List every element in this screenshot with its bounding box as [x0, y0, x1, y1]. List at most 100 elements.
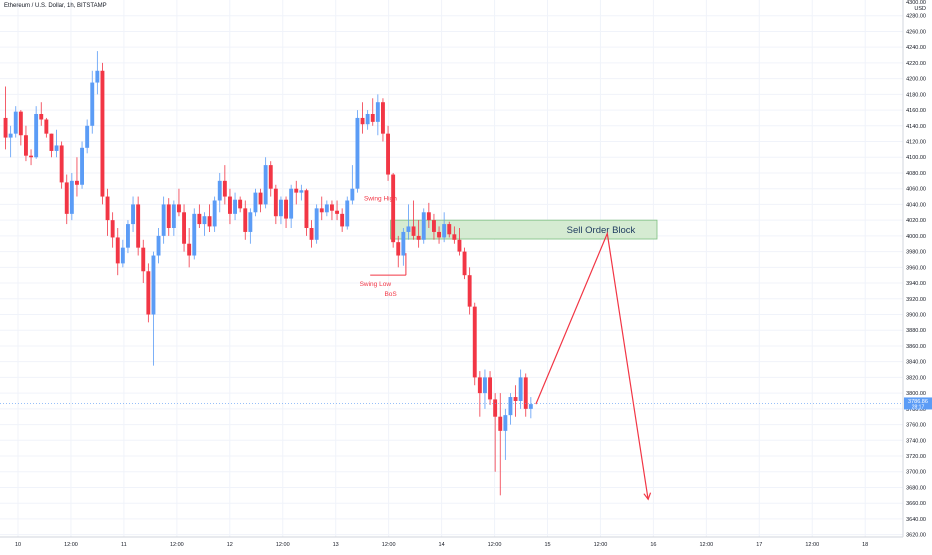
- candle-body: [49, 133, 54, 151]
- candle-body: [29, 155, 33, 158]
- price-tick-label: 3820.00: [906, 375, 926, 381]
- candle-body: [161, 204, 166, 236]
- time-tick-label: 12:00: [594, 542, 608, 548]
- candle-body: [309, 228, 314, 240]
- candle-body: [442, 224, 447, 238]
- candle-body: [64, 182, 69, 214]
- candle-body: [324, 204, 329, 213]
- currency-label: USD: [914, 6, 926, 12]
- price-tick-label: 4000.00: [906, 234, 926, 240]
- candle-body: [75, 180, 79, 185]
- last-price-value: 3786.86: [908, 399, 928, 405]
- price-tick-label: 4020.00: [906, 218, 926, 224]
- price-tick-label: 3700.00: [906, 470, 926, 476]
- candle-body: [100, 70, 105, 197]
- candle-body: [279, 199, 283, 217]
- time-tick-label: 12:00: [170, 542, 184, 548]
- candle-body: [222, 180, 227, 197]
- candle-body: [95, 70, 100, 83]
- candle-body: [44, 119, 49, 134]
- candle-body: [120, 247, 125, 264]
- candle-body: [457, 239, 462, 252]
- candle-body: [182, 212, 186, 244]
- price-tick-label: 4180.00: [906, 92, 926, 98]
- candle-body: [85, 125, 90, 148]
- annotation-layer: Swing High Swing Low BoS: [0, 195, 903, 501]
- candle-body: [69, 180, 74, 214]
- candle-body: [263, 165, 268, 205]
- candle-body: [141, 247, 146, 272]
- price-tick-label: 4160.00: [906, 108, 926, 114]
- candle-body: [34, 114, 39, 158]
- candle-body: [355, 117, 360, 189]
- candle-body: [513, 397, 518, 401]
- candle-body: [253, 192, 258, 213]
- candle-body: [273, 188, 278, 217]
- sell-order-block-zone: [390, 219, 658, 240]
- candle-body: [233, 199, 237, 214]
- last-price-tag: [904, 397, 932, 410]
- price-tick-label: 4280.00: [906, 14, 926, 20]
- time-tick-label: 17: [756, 542, 762, 548]
- price-tick-label: 3720.00: [906, 454, 926, 460]
- price-tick-label: 3900.00: [906, 312, 926, 318]
- price-tick-label: 4220.00: [906, 61, 926, 67]
- price-tick-label: 4040.00: [906, 202, 926, 208]
- price-tick-label: 4260.00: [906, 29, 926, 35]
- candle-body: [3, 117, 8, 138]
- price-tick-label: 3840.00: [906, 360, 926, 366]
- candle-body: [518, 377, 523, 401]
- price-tick-label: 3620.00: [906, 533, 926, 539]
- candle-body: [375, 102, 380, 122]
- candle-body: [177, 204, 181, 213]
- price-tick-label: 3800.00: [906, 391, 926, 397]
- price-tick-label: 3960.00: [906, 265, 926, 271]
- candle-body: [391, 174, 396, 243]
- price-axis-bg: [903, 0, 932, 550]
- price-tick-label: 3760.00: [906, 423, 926, 429]
- candle-body: [238, 199, 243, 209]
- candle-body: [304, 190, 309, 229]
- candle-body: [212, 200, 217, 227]
- candle-body: [477, 377, 482, 394]
- candle-body: [421, 212, 426, 240]
- grid-layer: [0, 0, 903, 537]
- price-tick-label: 3860.00: [906, 344, 926, 350]
- candle-body: [472, 306, 477, 378]
- candle-body: [335, 210, 339, 214]
- candle-body: [488, 377, 492, 400]
- candle-body: [228, 196, 232, 214]
- candle-body: [493, 399, 498, 417]
- chart-title: Ethereum / U.S. Dollar, 1h, BITSTAMP: [4, 3, 107, 9]
- price-tick-label: 3980.00: [906, 250, 926, 256]
- candle-body: [447, 224, 452, 235]
- candle-body: [131, 204, 135, 225]
- time-tick-label: 12:00: [805, 542, 819, 548]
- candle-body: [406, 226, 411, 232]
- candle-body: [370, 114, 375, 122]
- candle-body: [243, 208, 248, 232]
- price-tick-label: 3660.00: [906, 501, 926, 507]
- candle-body: [528, 404, 533, 409]
- candle-body: [426, 212, 431, 221]
- candle-body: [39, 114, 44, 120]
- zone-layer: Sell Order Block: [390, 219, 658, 240]
- time-tick-label: 12:00: [699, 542, 713, 548]
- candle-body: [340, 213, 345, 227]
- candle-body: [197, 213, 202, 225]
- time-tick-label: 11: [121, 542, 127, 548]
- time-tick-label: 16: [650, 542, 656, 548]
- candle-body: [156, 235, 161, 256]
- candle-body: [24, 135, 28, 156]
- price-tick-label: 4240.00: [906, 45, 926, 51]
- price-tick-label: 3880.00: [906, 328, 926, 334]
- time-tick-label: 12:00: [382, 542, 396, 548]
- candle-body: [126, 224, 130, 248]
- candle-body: [294, 188, 299, 193]
- time-tick-label: 12:00: [64, 542, 78, 548]
- time-tick-label: 12: [227, 542, 233, 548]
- candle-body: [498, 416, 503, 431]
